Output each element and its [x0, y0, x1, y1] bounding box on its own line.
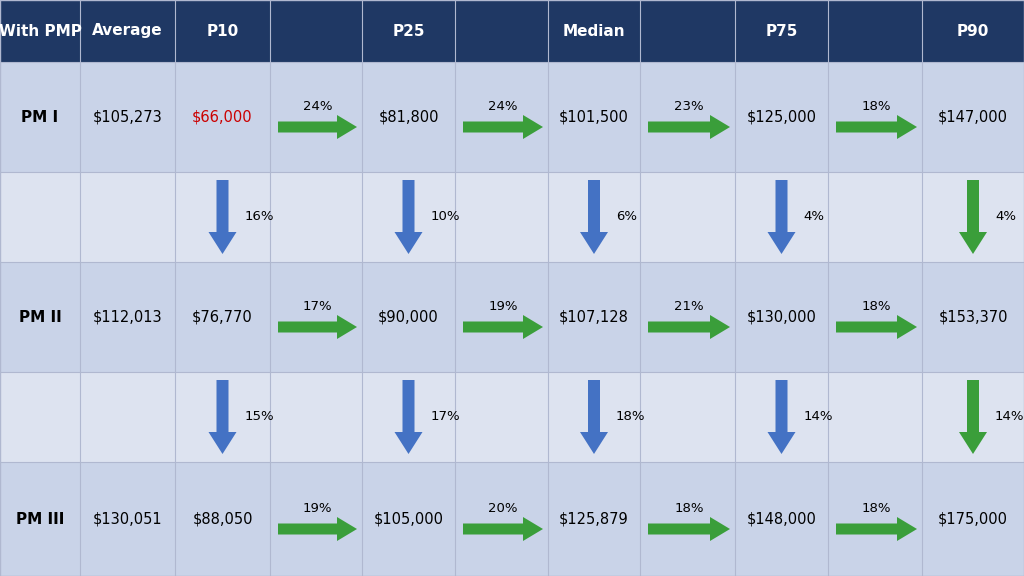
Text: 20%: 20% [488, 502, 518, 516]
Text: P25: P25 [392, 24, 425, 39]
Text: $76,770: $76,770 [193, 309, 253, 324]
Text: $112,013: $112,013 [93, 309, 163, 324]
Text: $66,000: $66,000 [193, 109, 253, 124]
Text: PM III: PM III [15, 511, 65, 526]
Text: P75: P75 [765, 24, 798, 39]
Text: 18%: 18% [862, 502, 891, 516]
Text: 17%: 17% [303, 301, 333, 313]
Text: 24%: 24% [303, 100, 332, 113]
Text: 16%: 16% [245, 210, 274, 223]
Text: 14%: 14% [995, 411, 1024, 423]
Polygon shape [209, 380, 237, 454]
Polygon shape [836, 315, 918, 339]
Text: Average: Average [92, 24, 163, 39]
Text: P10: P10 [207, 24, 239, 39]
Text: P90: P90 [956, 24, 989, 39]
Polygon shape [463, 115, 543, 139]
Text: Median: Median [562, 24, 626, 39]
Text: 19%: 19% [488, 301, 518, 313]
Bar [0, 372, 1024, 462]
Polygon shape [648, 517, 730, 541]
Text: 18%: 18% [616, 411, 645, 423]
Text: PM II: PM II [18, 309, 61, 324]
Text: 19%: 19% [303, 502, 332, 516]
Text: With PMP: With PMP [0, 24, 82, 39]
Text: 6%: 6% [616, 210, 637, 223]
Polygon shape [580, 380, 608, 454]
Bar [0, 62, 1024, 172]
Polygon shape [209, 180, 237, 254]
Polygon shape [648, 315, 730, 339]
Text: 14%: 14% [804, 411, 833, 423]
Text: 24%: 24% [488, 100, 518, 113]
Text: $90,000: $90,000 [378, 309, 439, 324]
Polygon shape [768, 180, 796, 254]
Text: $147,000: $147,000 [938, 109, 1008, 124]
Text: $153,370: $153,370 [938, 309, 1008, 324]
Bar [0, 462, 1024, 576]
Text: $125,000: $125,000 [746, 109, 816, 124]
Text: $81,800: $81,800 [378, 109, 438, 124]
Text: 18%: 18% [862, 100, 891, 113]
Polygon shape [959, 380, 987, 454]
Polygon shape [836, 517, 918, 541]
Polygon shape [580, 180, 608, 254]
Text: PM I: PM I [22, 109, 58, 124]
Text: $101,500: $101,500 [559, 109, 629, 124]
Text: 23%: 23% [674, 100, 703, 113]
Text: 17%: 17% [430, 411, 460, 423]
Polygon shape [768, 380, 796, 454]
Bar [0, 262, 1024, 372]
Text: $130,000: $130,000 [746, 309, 816, 324]
Polygon shape [394, 380, 423, 454]
Text: $88,050: $88,050 [193, 511, 253, 526]
Text: $105,000: $105,000 [374, 511, 443, 526]
Text: $105,273: $105,273 [92, 109, 163, 124]
Text: 15%: 15% [245, 411, 274, 423]
Polygon shape [463, 517, 543, 541]
Text: $175,000: $175,000 [938, 511, 1008, 526]
Text: 10%: 10% [430, 210, 460, 223]
Bar [0, 0, 1024, 62]
Text: 18%: 18% [862, 301, 891, 313]
Polygon shape [463, 315, 543, 339]
Text: $107,128: $107,128 [559, 309, 629, 324]
Bar [0, 172, 1024, 262]
Text: $130,051: $130,051 [93, 511, 163, 526]
Polygon shape [394, 180, 423, 254]
Polygon shape [278, 517, 357, 541]
Polygon shape [648, 115, 730, 139]
Text: 4%: 4% [995, 210, 1016, 223]
Text: $125,879: $125,879 [559, 511, 629, 526]
Polygon shape [278, 115, 357, 139]
Text: 4%: 4% [804, 210, 824, 223]
Text: $148,000: $148,000 [746, 511, 816, 526]
Text: 21%: 21% [674, 301, 703, 313]
Polygon shape [278, 315, 357, 339]
Polygon shape [836, 115, 918, 139]
Polygon shape [959, 180, 987, 254]
Text: 18%: 18% [674, 502, 703, 516]
